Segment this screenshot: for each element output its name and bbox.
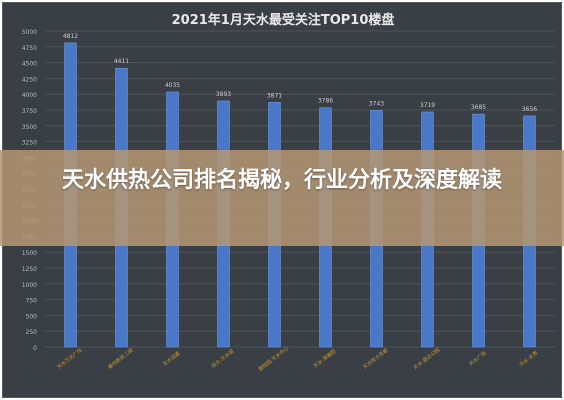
data-label: 4035 (165, 82, 180, 89)
data-label: 3656 (522, 106, 537, 113)
y-tick-label: 1000 (22, 282, 37, 289)
y-tick-label: 0 (33, 345, 37, 352)
x-tick-label: 天水·清廉园 (312, 348, 337, 370)
data-label: 3685 (471, 104, 486, 111)
y-tick-label: 4500 (22, 61, 37, 68)
x-tick-label: 恒大·天水城 (210, 348, 235, 370)
y-tick-label: 1500 (22, 250, 37, 257)
x-tick-label: 天水广场 (468, 350, 488, 368)
y-tick-label: 5000 (22, 29, 37, 36)
y-tick-label: 4250 (22, 76, 37, 83)
data-label: 3786 (318, 98, 333, 105)
banner-headline: 天水供热公司排名揭秘，行业分析及深度解读 (61, 168, 502, 193)
data-label: 4411 (114, 58, 129, 65)
y-tick-label: 3250 (22, 140, 37, 147)
y-tick-label: 1250 (22, 266, 37, 273)
x-tick-label: 天水万达广场 (56, 347, 84, 371)
x-tick-label: 天水润鑫 (162, 350, 182, 368)
y-tick-label: 3750 (22, 108, 37, 115)
y-tick-label: 4750 (22, 45, 37, 52)
data-label: 3871 (267, 92, 282, 99)
headline-banner: 天水供热公司排名揭秘，行业分析及深度解读 (0, 150, 564, 246)
data-label: 3893 (216, 91, 231, 98)
data-label: 3719 (420, 102, 435, 109)
y-tick-label: 4000 (22, 92, 37, 99)
x-tick-label: 天水·水秀 (518, 349, 539, 368)
data-label: 3743 (369, 100, 384, 107)
chart-title: 2021年1月天水最受关注TOP10楼盘 (171, 13, 395, 28)
x-tick-label: 秦州新民二期 (107, 347, 135, 371)
data-label: 4812 (63, 33, 78, 40)
x-tick-label: 天水恒大名都 (362, 347, 390, 371)
x-tick-label: 天水·盛达公园 (412, 346, 441, 371)
y-tick-label: 3500 (22, 124, 37, 131)
y-tick-label: 250 (26, 329, 38, 336)
y-tick-label: 750 (26, 298, 38, 305)
x-tick-label: 碧桂园·天水中心 (257, 345, 290, 373)
y-tick-label: 500 (26, 313, 38, 320)
